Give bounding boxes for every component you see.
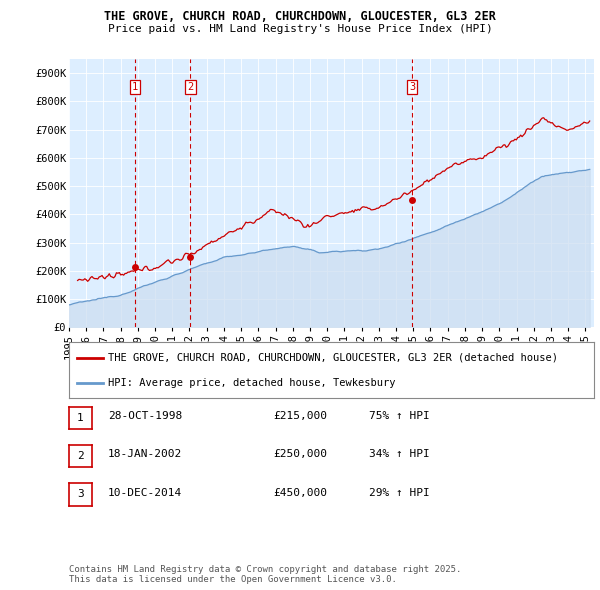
Text: 28-OCT-1998: 28-OCT-1998 xyxy=(108,411,182,421)
Text: 18-JAN-2002: 18-JAN-2002 xyxy=(108,450,182,459)
Text: 29% ↑ HPI: 29% ↑ HPI xyxy=(369,488,430,497)
Text: Price paid vs. HM Land Registry's House Price Index (HPI): Price paid vs. HM Land Registry's House … xyxy=(107,25,493,34)
Text: 3: 3 xyxy=(409,82,415,92)
Text: 2: 2 xyxy=(187,82,193,92)
Text: 1: 1 xyxy=(77,413,84,422)
Text: Contains HM Land Registry data © Crown copyright and database right 2025.
This d: Contains HM Land Registry data © Crown c… xyxy=(69,565,461,584)
Text: 3: 3 xyxy=(77,490,84,499)
Text: 10-DEC-2014: 10-DEC-2014 xyxy=(108,488,182,497)
Text: 75% ↑ HPI: 75% ↑ HPI xyxy=(369,411,430,421)
Text: HPI: Average price, detached house, Tewkesbury: HPI: Average price, detached house, Tewk… xyxy=(109,378,396,388)
Text: THE GROVE, CHURCH ROAD, CHURCHDOWN, GLOUCESTER, GL3 2ER: THE GROVE, CHURCH ROAD, CHURCHDOWN, GLOU… xyxy=(104,10,496,23)
Text: 1: 1 xyxy=(131,82,138,92)
Text: THE GROVE, CHURCH ROAD, CHURCHDOWN, GLOUCESTER, GL3 2ER (detached house): THE GROVE, CHURCH ROAD, CHURCHDOWN, GLOU… xyxy=(109,353,559,363)
Text: £250,000: £250,000 xyxy=(273,450,327,459)
Text: 34% ↑ HPI: 34% ↑ HPI xyxy=(369,450,430,459)
Text: 2: 2 xyxy=(77,451,84,461)
Text: £450,000: £450,000 xyxy=(273,488,327,497)
Text: £215,000: £215,000 xyxy=(273,411,327,421)
